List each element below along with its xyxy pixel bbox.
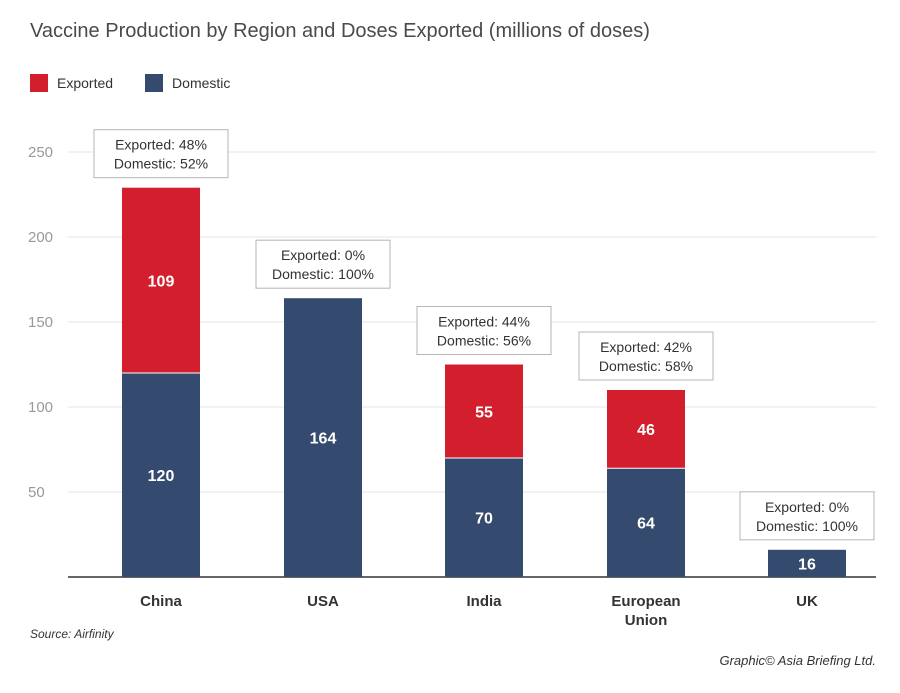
data-label-domestic-european-union: 64	[637, 516, 655, 533]
data-label-exported-india: 55	[475, 404, 493, 421]
bar-domestic-china	[122, 373, 200, 577]
annotation-box-uk	[739, 491, 875, 541]
source-note: Source: Airfinity	[30, 627, 114, 641]
annotation-exported-share-china: Exported: 48%	[115, 137, 207, 153]
annotation-exported-share-uk: Exported: 0%	[765, 499, 849, 515]
legend-label-domestic: Domestic	[172, 75, 231, 91]
annotation-domestic-share-india: Domestic: 56%	[437, 333, 531, 349]
bar-exported-european-union	[607, 390, 685, 469]
legend-swatch-domestic	[145, 74, 164, 92]
x-tick-label-european-union-1: European	[611, 593, 680, 610]
bar-domestic-india	[445, 458, 523, 577]
data-label-domestic-uk: 16	[798, 556, 816, 573]
annotation-exported-share-usa: Exported: 0%	[281, 247, 365, 263]
bar-exported-china	[122, 187, 200, 373]
x-tick-label-china: China	[140, 593, 182, 610]
annotation-exported-share-european-union: Exported: 42%	[600, 339, 692, 355]
bar-domestic-uk	[768, 549, 846, 577]
legend-item-exported: Exported	[30, 74, 113, 92]
annotation-domestic-share-european-union: Domestic: 58%	[599, 358, 693, 374]
y-tick-label-250: 250	[28, 144, 53, 161]
data-label-exported-european-union: 46	[637, 422, 655, 439]
data-label-domestic-china: 120	[148, 468, 175, 485]
y-tick-label-150: 150	[28, 314, 53, 331]
annotation-box-china	[93, 129, 229, 179]
legend-label-exported: Exported	[57, 75, 114, 91]
data-label-domestic-india: 70	[475, 511, 493, 528]
annotation-box-india	[416, 306, 552, 355]
chart-title: Vaccine Production by Region and Doses E…	[30, 20, 650, 42]
annotation-exported-share-india: Exported: 44%	[438, 314, 530, 330]
data-label-domestic-usa: 164	[310, 431, 337, 448]
bar-domestic-european-union	[607, 468, 685, 577]
x-tick-label-usa: USA	[307, 593, 339, 610]
annotation-domestic-share-uk: Domestic: 100%	[756, 518, 858, 534]
bar-exported-india	[445, 364, 523, 458]
data-label-exported-china: 109	[148, 273, 175, 290]
x-tick-label-india: India	[466, 593, 502, 610]
y-tick-label-100: 100	[28, 399, 53, 416]
legend-swatch-exported	[30, 74, 48, 92]
annotation-box-european-union	[578, 331, 714, 381]
legend: Exported Domestic	[30, 74, 262, 92]
x-tick-label-european-union-2: Union	[625, 612, 668, 629]
x-tick-label-uk: UK	[796, 593, 818, 610]
legend-item-domestic: Domestic	[145, 74, 230, 92]
annotation-box-usa	[255, 239, 391, 289]
graphic-credit: Graphic© Asia Briefing Ltd.	[719, 653, 876, 668]
annotation-domestic-share-china: Domestic: 52%	[114, 156, 208, 172]
y-tick-label-200: 200	[28, 229, 53, 246]
y-tick-label-50: 50	[28, 484, 45, 501]
annotation-domestic-share-usa: Domestic: 100%	[272, 266, 374, 282]
bar-domestic-usa	[284, 298, 362, 577]
